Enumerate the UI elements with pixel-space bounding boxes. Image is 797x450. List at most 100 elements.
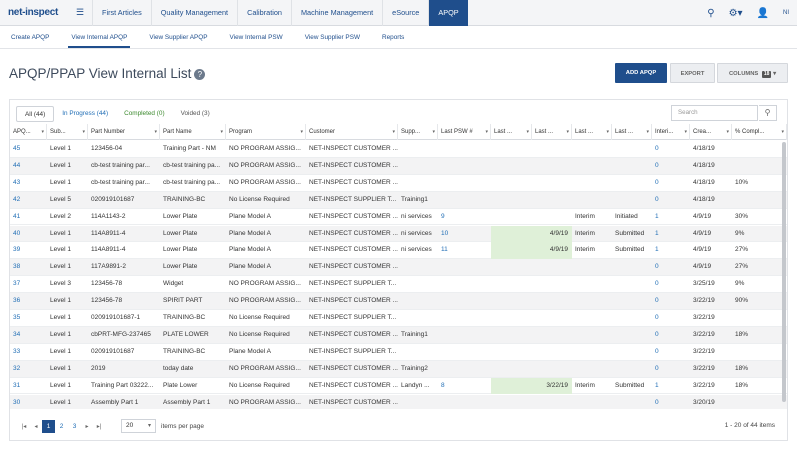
search-icon[interactable]: ⚲ bbox=[759, 105, 777, 121]
table-cell[interactable] bbox=[438, 175, 491, 192]
column-header[interactable]: Interi... ▾ bbox=[652, 124, 690, 140]
table-cell[interactable]: 10 bbox=[441, 229, 449, 237]
table-cell[interactable]: 0 bbox=[655, 195, 659, 203]
prev-page-icon[interactable]: ◂ bbox=[34, 423, 38, 430]
table-cell[interactable] bbox=[438, 327, 491, 344]
column-menu-icon[interactable]: ▾ bbox=[684, 129, 687, 135]
subnav-item-reports[interactable]: Reports bbox=[382, 34, 405, 41]
table-cell[interactable] bbox=[438, 395, 491, 410]
subnav-item-view-internal-psw[interactable]: View Internal PSW bbox=[229, 34, 283, 41]
topnav-item-quality-management[interactable]: Quality Management bbox=[150, 0, 237, 26]
table-cell[interactable]: 11 bbox=[441, 246, 448, 254]
add-apqp-button[interactable]: ADD APQP bbox=[615, 63, 667, 83]
column-menu-icon[interactable]: ▾ bbox=[485, 129, 488, 135]
apqp-id-link[interactable]: 43 bbox=[13, 178, 21, 186]
table-cell[interactable]: 0 bbox=[655, 280, 659, 288]
table-cell[interactable] bbox=[438, 344, 491, 361]
table-cell[interactable] bbox=[438, 361, 491, 378]
column-header[interactable]: Supp... ▾ bbox=[398, 124, 438, 140]
column-header[interactable]: Part Name ▾ bbox=[160, 124, 226, 140]
subnav-item-view-supplier-psw[interactable]: View Supplier PSW bbox=[304, 34, 360, 41]
column-menu-icon[interactable]: ▾ bbox=[220, 129, 223, 135]
apqp-id-link[interactable]: 37 bbox=[13, 280, 21, 288]
column-header[interactable]: Last PSW # ▾ bbox=[438, 124, 491, 140]
column-header[interactable]: Customer ▾ bbox=[306, 124, 398, 140]
table-cell[interactable]: 0 bbox=[655, 145, 659, 152]
topnav-item-apqp[interactable]: APQP bbox=[428, 0, 468, 26]
first-page-icon[interactable]: |◂ bbox=[21, 423, 27, 430]
column-header[interactable]: Last ... ▾ bbox=[491, 124, 532, 140]
table-row[interactable]: 35 Level 1 020919101687-1 TRAINING-BC No Lic… bbox=[10, 310, 787, 327]
column-header[interactable]: Part Number ▾ bbox=[88, 124, 160, 140]
table-row[interactable]: 41 Level 2 114A1143-2 Lower Plate Plane Mode… bbox=[10, 209, 787, 226]
column-menu-icon[interactable]: ▾ bbox=[41, 129, 44, 135]
user-icon[interactable]: 👤 bbox=[756, 7, 769, 19]
table-cell[interactable] bbox=[438, 158, 491, 175]
column-header[interactable]: Last ... ▾ bbox=[572, 124, 612, 140]
table-cell[interactable]: 0 bbox=[655, 398, 659, 406]
table-cell[interactable]: 1 bbox=[655, 229, 659, 237]
filter-completed[interactable]: Completed (0) bbox=[124, 110, 165, 117]
subnav-item-view-internal-apqp[interactable]: View Internal APQP bbox=[60, 27, 138, 48]
table-row[interactable]: 30 Level 1 Assembly Part 1 Assembly Part 1 N… bbox=[10, 394, 787, 410]
table-row[interactable]: 31 Level 1 Training Part 03222... Plate Low… bbox=[10, 377, 787, 395]
column-menu-icon[interactable]: ▾ bbox=[726, 129, 729, 135]
table-row[interactable]: 39 Level 1 114A8911-4 Lower Plate Plane Mode… bbox=[10, 242, 787, 260]
table-cell[interactable] bbox=[438, 276, 491, 293]
column-menu-icon[interactable]: ▾ bbox=[154, 129, 157, 135]
column-menu-icon[interactable]: ▾ bbox=[606, 129, 609, 135]
table-cell[interactable] bbox=[438, 310, 491, 327]
topnav-item-first-articles[interactable]: First Articles bbox=[92, 0, 151, 26]
table-cell[interactable]: 0 bbox=[655, 347, 659, 355]
apqp-id-link[interactable]: 41 bbox=[13, 212, 21, 220]
table-row[interactable]: 44 Level 1 cb-test training par... cb-test … bbox=[10, 157, 787, 175]
page-number[interactable]: 2 bbox=[59, 422, 64, 430]
table-cell[interactable] bbox=[438, 293, 491, 310]
table-cell[interactable] bbox=[438, 192, 491, 209]
table-cell[interactable]: 9 bbox=[441, 212, 445, 220]
table-cell[interactable]: 0 bbox=[655, 161, 659, 169]
filter-all[interactable]: All (44) bbox=[16, 106, 55, 122]
table-row[interactable]: 34 Level 1 cbPRT-MFG-237465 PLATE LOWER No L… bbox=[10, 326, 787, 344]
table-row[interactable]: 32 Level 1 2019 today date NO PROGRAM ASSIG.… bbox=[10, 360, 787, 378]
topnav-item-calibration[interactable]: Calibration bbox=[237, 0, 291, 26]
apqp-id-link[interactable]: 38 bbox=[13, 263, 21, 271]
table-cell[interactable]: 0 bbox=[655, 297, 659, 305]
subnav-item-view-supplier-apqp[interactable]: View Supplier APQP bbox=[149, 34, 208, 41]
filter-voided[interactable]: Voided (3) bbox=[180, 110, 210, 117]
column-header[interactable]: % Compl... ▾ bbox=[732, 124, 787, 140]
filter-in-progress[interactable]: In Progress (44) bbox=[62, 110, 109, 117]
table-cell[interactable] bbox=[438, 141, 491, 158]
column-header[interactable]: Sub... ▾ bbox=[47, 124, 88, 140]
apqp-id-link[interactable]: 40 bbox=[13, 229, 21, 237]
table-cell[interactable]: 0 bbox=[655, 364, 659, 372]
table-cell[interactable]: 8 bbox=[441, 381, 445, 389]
table-row[interactable]: 38 Level 1 117A9891-2 Lower Plate Plane Mode… bbox=[10, 259, 787, 277]
hamburger-icon[interactable]: ☰ bbox=[75, 7, 85, 17]
apqp-id-link[interactable]: 44 bbox=[13, 161, 21, 169]
table-row[interactable]: 37 Level 3 123456-78 Widget NO PROGRAM ASSIG… bbox=[10, 276, 787, 294]
column-menu-icon[interactable]: ▾ bbox=[432, 129, 435, 135]
last-page-icon[interactable]: ▸| bbox=[96, 423, 102, 430]
column-menu-icon[interactable]: ▾ bbox=[646, 129, 649, 135]
table-row[interactable]: 43 Level 1 cb-test training par... cb-test … bbox=[10, 175, 787, 192]
column-menu-icon[interactable]: ▾ bbox=[392, 129, 395, 135]
help-icon[interactable]: ? bbox=[194, 69, 206, 80]
search-icon[interactable]: ⚲ bbox=[707, 7, 715, 19]
apqp-id-link[interactable]: 33 bbox=[13, 347, 21, 355]
apqp-id-link[interactable]: 30 bbox=[13, 398, 21, 406]
vertical-scrollbar[interactable] bbox=[782, 142, 786, 402]
columns-button[interactable]: COLUMNS 18 ▾ bbox=[717, 63, 788, 83]
apqp-id-link[interactable]: 45 bbox=[13, 145, 21, 152]
gear-icon[interactable]: ⚙▾ bbox=[728, 7, 743, 19]
table-row[interactable]: 42 Level 5 020919101687 TRAINING-BC No Licen… bbox=[10, 191, 787, 209]
subnav-item-create-apqp[interactable]: Create APQP bbox=[11, 34, 50, 41]
search-input[interactable]: Search bbox=[671, 105, 758, 121]
table-cell[interactable]: 1 bbox=[655, 246, 659, 254]
user-initials[interactable]: NI bbox=[783, 10, 789, 16]
column-menu-icon[interactable]: ▾ bbox=[566, 129, 569, 135]
table-row[interactable]: 33 Level 1 020919101687 TRAINING-BC Plane Mo… bbox=[10, 344, 787, 361]
column-menu-icon[interactable]: ▾ bbox=[526, 129, 529, 135]
column-header[interactable]: APQ... ▾ bbox=[10, 124, 47, 140]
apqp-id-link[interactable]: 35 bbox=[13, 314, 21, 321]
